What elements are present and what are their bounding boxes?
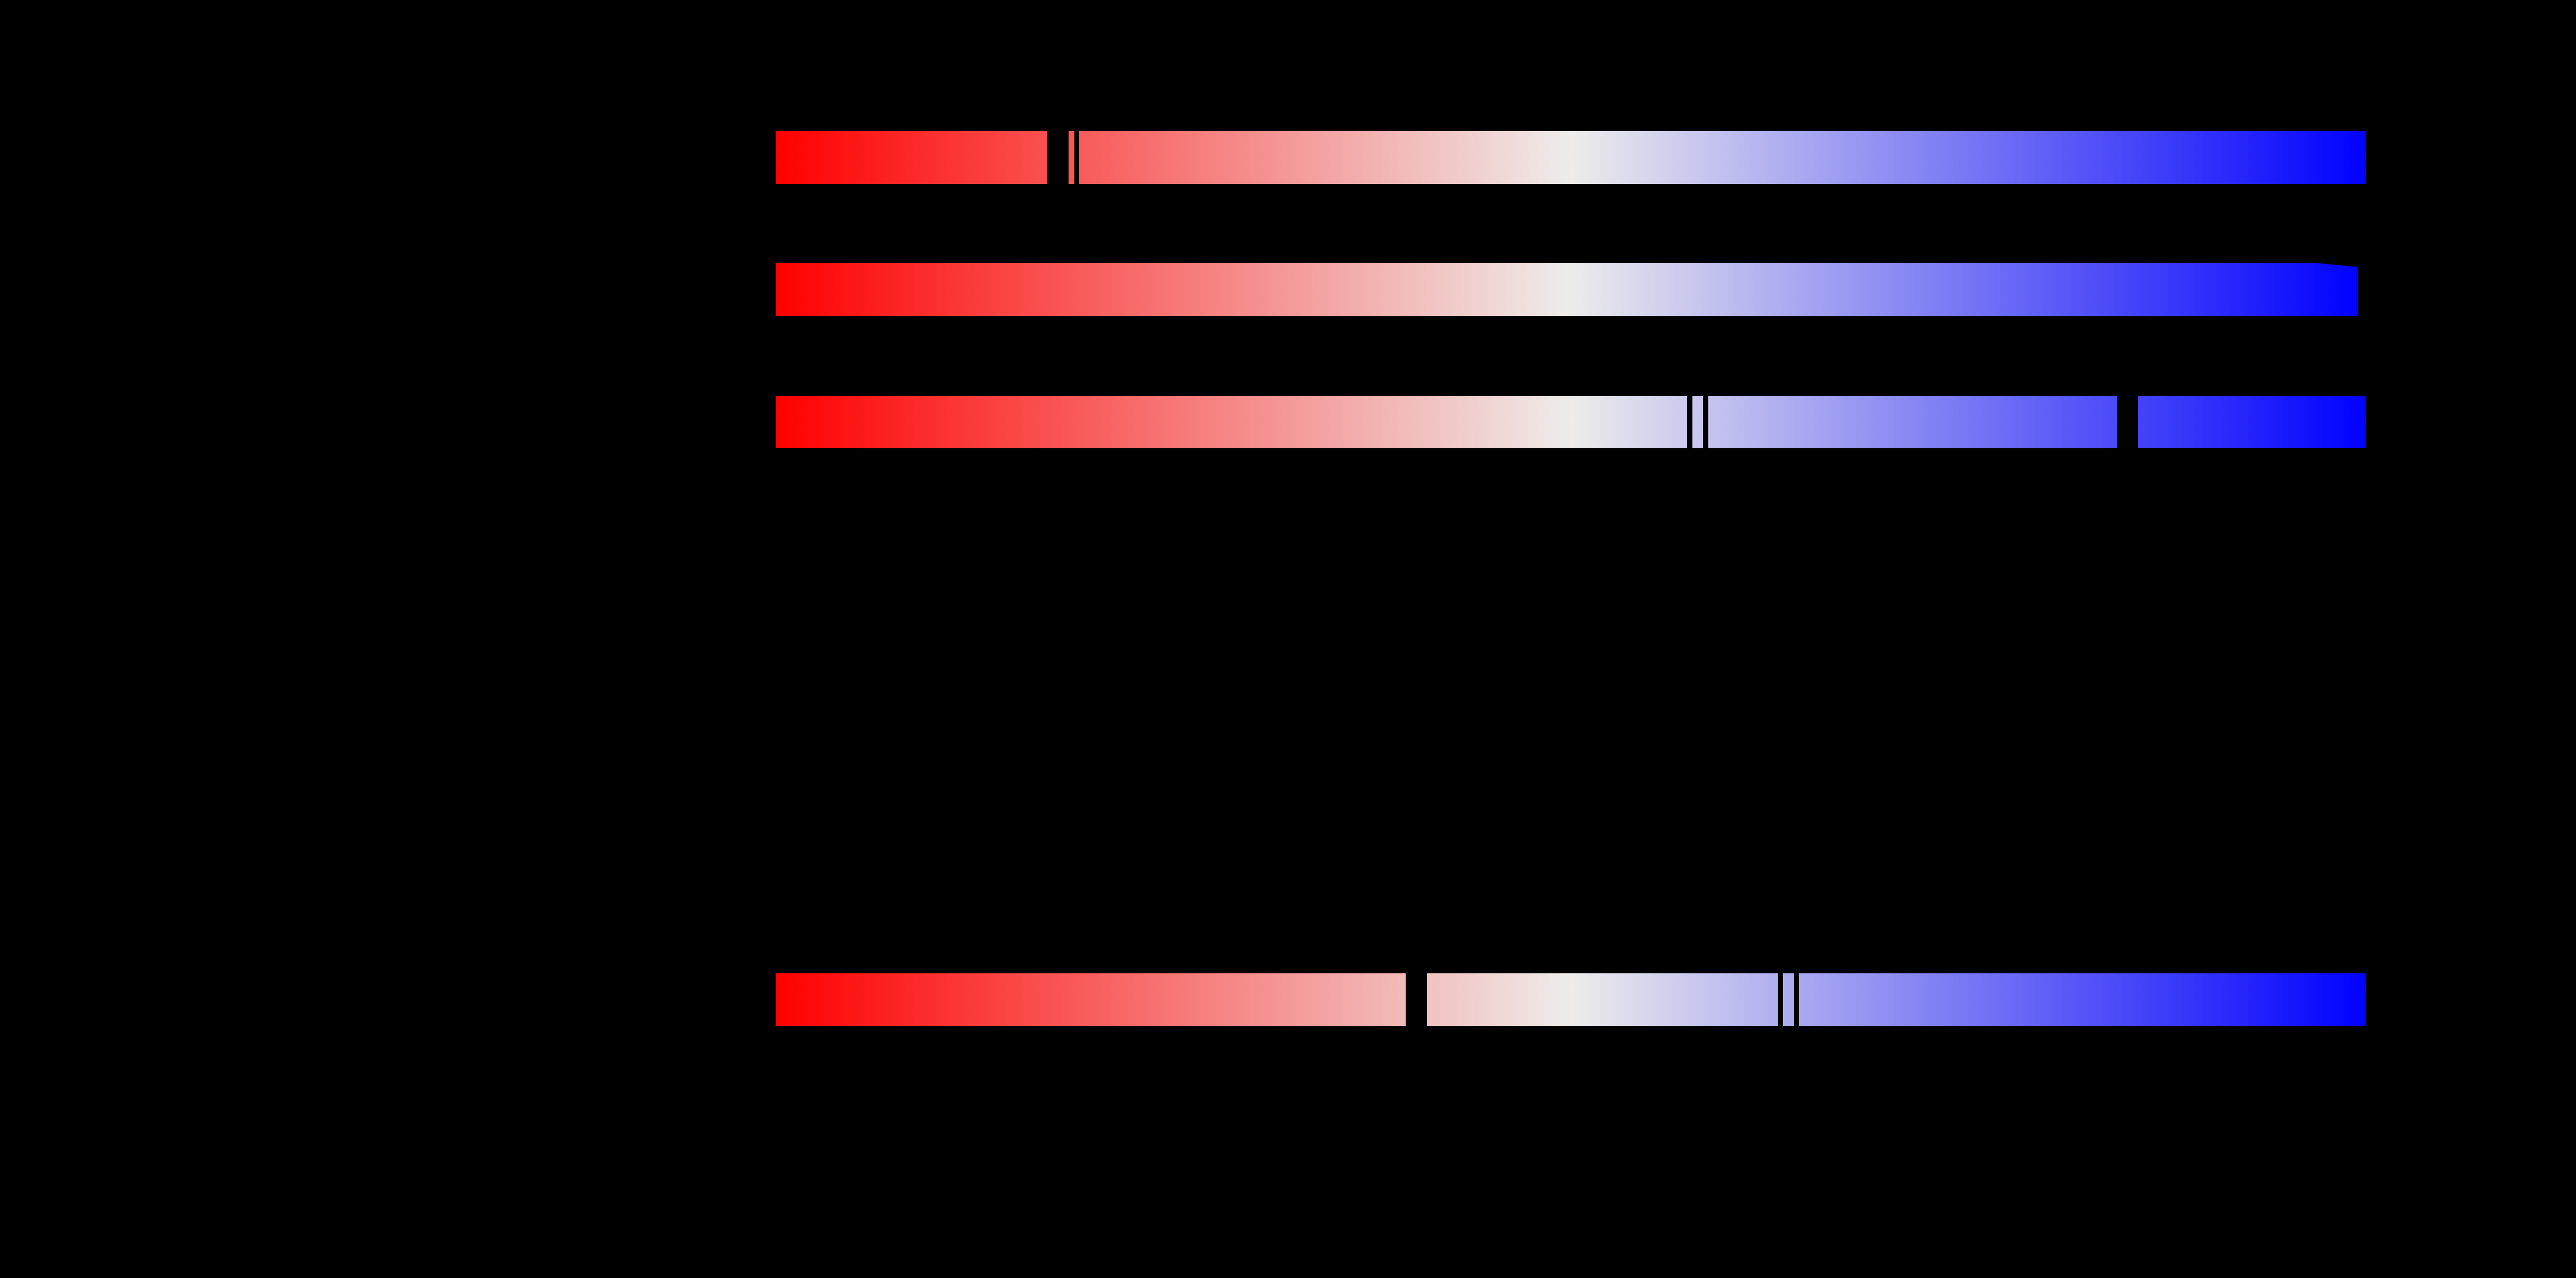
gradient-bar-4 [776, 973, 2366, 1026]
segment-break-tick [1074, 130, 1079, 184]
gradient-bar-1 [776, 130, 2366, 184]
segment-break-tick [2117, 395, 2138, 449]
segment-break-tick [1703, 395, 1708, 449]
segment-break-tick [1687, 395, 1692, 449]
gradient-bar-2 [776, 263, 2358, 316]
gradient-bar-3 [776, 395, 2366, 449]
segment-break-tick [1778, 973, 1783, 1026]
segment-break-tick [1406, 973, 1427, 1026]
segment-break-tick [1794, 973, 1799, 1026]
segment-break-tick [1047, 130, 1069, 184]
